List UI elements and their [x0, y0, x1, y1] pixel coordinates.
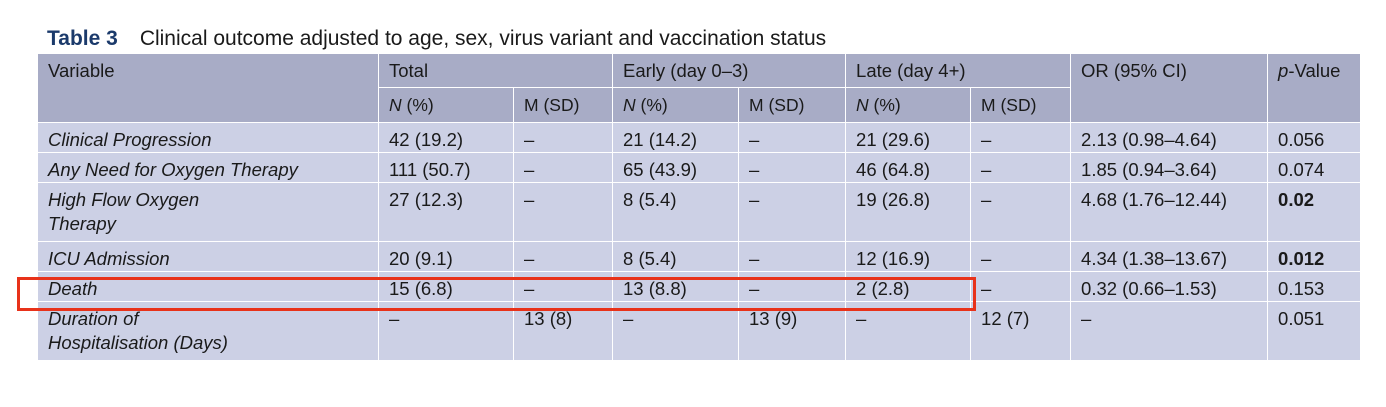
cell-p-value: 0.012 — [1267, 241, 1362, 272]
cell-or: 0.32 (0.66–1.53) — [1070, 271, 1269, 302]
row-variable: Any Need for Oxygen Therapy — [37, 152, 379, 183]
cell-early-msd: – — [738, 182, 847, 242]
cell-late-n: 2 (2.8) — [845, 271, 972, 302]
outcome-table: Variable Total Early (day 0–3) Late (day… — [37, 53, 1362, 361]
cell-total-msd: 13 (8) — [512, 301, 614, 361]
cell-early-n: – — [612, 301, 740, 361]
cell-late-msd: – — [970, 152, 1072, 183]
header-row-2: N (%) M (SD) N (%) M (SD) N (%) M (SD) — [38, 87, 1361, 123]
cell-p-value: 0.056 — [1267, 122, 1362, 153]
cell-early-msd: – — [738, 271, 847, 302]
cell-p-value: 0.051 — [1267, 301, 1362, 361]
table-row: ICU Admission 20 (9.1) – 8 (5.4) – 12 (1… — [37, 241, 1362, 272]
cell-p-value: 0.02 — [1267, 182, 1362, 242]
cell-late-msd: – — [970, 271, 1072, 302]
cell-late-msd: – — [970, 182, 1072, 242]
cell-total-n: 111 (50.7) — [378, 152, 514, 183]
cell-or: 4.34 (1.38–13.67) — [1070, 241, 1269, 272]
header-early-n: N (%) — [612, 87, 740, 123]
cell-late-msd: 12 (7) — [970, 301, 1072, 361]
cell-late-n: 46 (64.8) — [845, 152, 972, 183]
cell-total-msd: – — [512, 152, 614, 183]
cell-early-msd: – — [738, 122, 847, 153]
table-label: Table 3 — [47, 27, 118, 50]
table-title: Clinical outcome adjusted to age, sex, v… — [139, 27, 827, 50]
cell-or: – — [1070, 301, 1269, 361]
header-early-msd: M (SD) — [738, 87, 847, 123]
cell-total-n: 15 (6.8) — [378, 271, 514, 302]
header-early: Early (day 0–3) — [612, 53, 847, 88]
cell-total-msd: – — [512, 241, 614, 272]
cell-early-n: 8 (5.4) — [612, 241, 740, 272]
cell-late-n: 19 (26.8) — [845, 182, 972, 242]
cell-early-n: 65 (43.9) — [612, 152, 740, 183]
header-variable: Variable — [37, 53, 379, 123]
table-row: High Flow Oxygen Therapy 27 (12.3) – 8 (5… — [37, 182, 1362, 242]
header-or: OR (95% CI) — [1070, 53, 1269, 123]
header-total-n: N (%) — [378, 87, 514, 123]
cell-late-n: 21 (29.6) — [845, 122, 972, 153]
row-variable: Clinical Progression — [37, 122, 379, 153]
cell-total-msd: – — [512, 271, 614, 302]
header-late-n: N (%) — [845, 87, 972, 123]
cell-late-msd: – — [970, 122, 1072, 153]
cell-early-n: 8 (5.4) — [612, 182, 740, 242]
cell-early-n: 21 (14.2) — [612, 122, 740, 153]
row-variable: High Flow Oxygen Therapy — [37, 182, 379, 242]
table-row: Clinical Progression 42 (19.2) – 21 (14.… — [37, 122, 1362, 153]
cell-early-n: 13 (8.8) — [612, 271, 740, 302]
cell-late-n: – — [845, 301, 972, 361]
table-row: Duration of Hospitalisation (Days) – 13 (… — [37, 301, 1362, 361]
cell-late-msd: – — [970, 241, 1072, 272]
cell-early-msd: – — [738, 152, 847, 183]
row-variable: Death — [37, 271, 379, 302]
cell-or: 2.13 (0.98–4.64) — [1070, 122, 1269, 153]
cell-or: 4.68 (1.76–12.44) — [1070, 182, 1269, 242]
header-total-msd: M (SD) — [512, 87, 614, 123]
header-row-1: Variable Total Early (day 0–3) Late (day… — [37, 53, 1362, 123]
row-variable: ICU Admission — [37, 241, 379, 272]
header-late-msd: M (SD) — [970, 87, 1072, 123]
cell-early-msd: 13 (9) — [738, 301, 847, 361]
cell-early-msd: – — [738, 241, 847, 272]
cell-or: 1.85 (0.94–3.64) — [1070, 152, 1269, 183]
cell-p-value: 0.074 — [1267, 152, 1362, 183]
cell-late-n: 12 (16.9) — [845, 241, 972, 272]
cell-total-msd: – — [512, 122, 614, 153]
cell-p-value: 0.153 — [1267, 271, 1362, 302]
table-caption: Table 3 Clinical outcome adjusted to age,… — [47, 26, 826, 52]
cell-total-n: – — [378, 301, 514, 361]
header-late: Late (day 4+) — [845, 53, 1072, 88]
cell-total-n: 20 (9.1) — [378, 241, 514, 272]
cell-total-msd: – — [512, 182, 614, 242]
cell-total-n: 27 (12.3) — [378, 182, 514, 242]
table-row: Any Need for Oxygen Therapy 111 (50.7) –… — [37, 152, 1362, 183]
header-total: Total — [377, 53, 614, 88]
cell-total-n: 42 (19.2) — [378, 122, 514, 153]
table-row: Death 15 (6.8) – 13 (8.8) – 2 (2.8) – 0.… — [37, 271, 1362, 302]
row-variable: Duration of Hospitalisation (Days) — [37, 301, 379, 361]
header-p-value: p-Value — [1267, 53, 1362, 123]
